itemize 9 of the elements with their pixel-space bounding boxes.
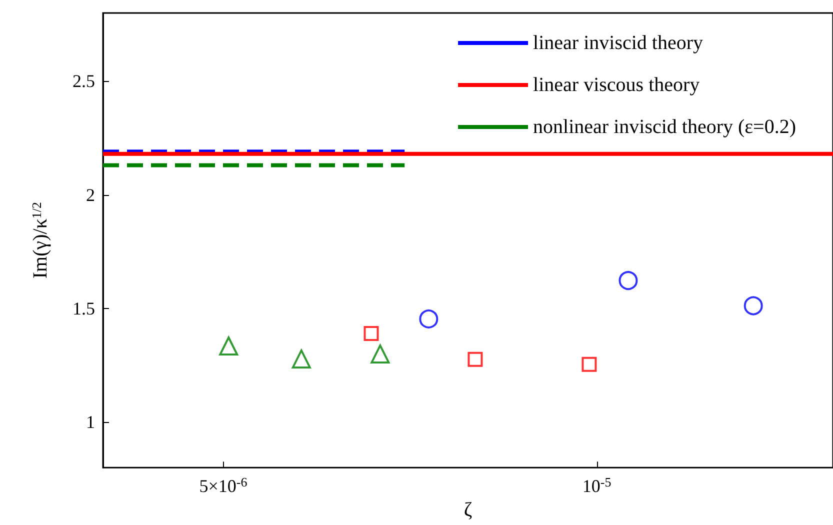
legend-label: linear viscous theory	[533, 74, 700, 96]
y-axis-title: Im(γ)/κ1/2	[29, 202, 52, 279]
legend-label: nonlinear inviscid theory (ε=0.2)	[533, 116, 796, 138]
y-tick-label: 1	[86, 412, 95, 432]
y-tick-label: 2	[86, 184, 95, 205]
y-tick-label: 1.5	[72, 298, 95, 318]
y-tick-label: 2.5	[72, 71, 95, 92]
x-axis-title: ζ	[464, 499, 472, 521]
legend-label: linear inviscid theory	[533, 32, 704, 54]
